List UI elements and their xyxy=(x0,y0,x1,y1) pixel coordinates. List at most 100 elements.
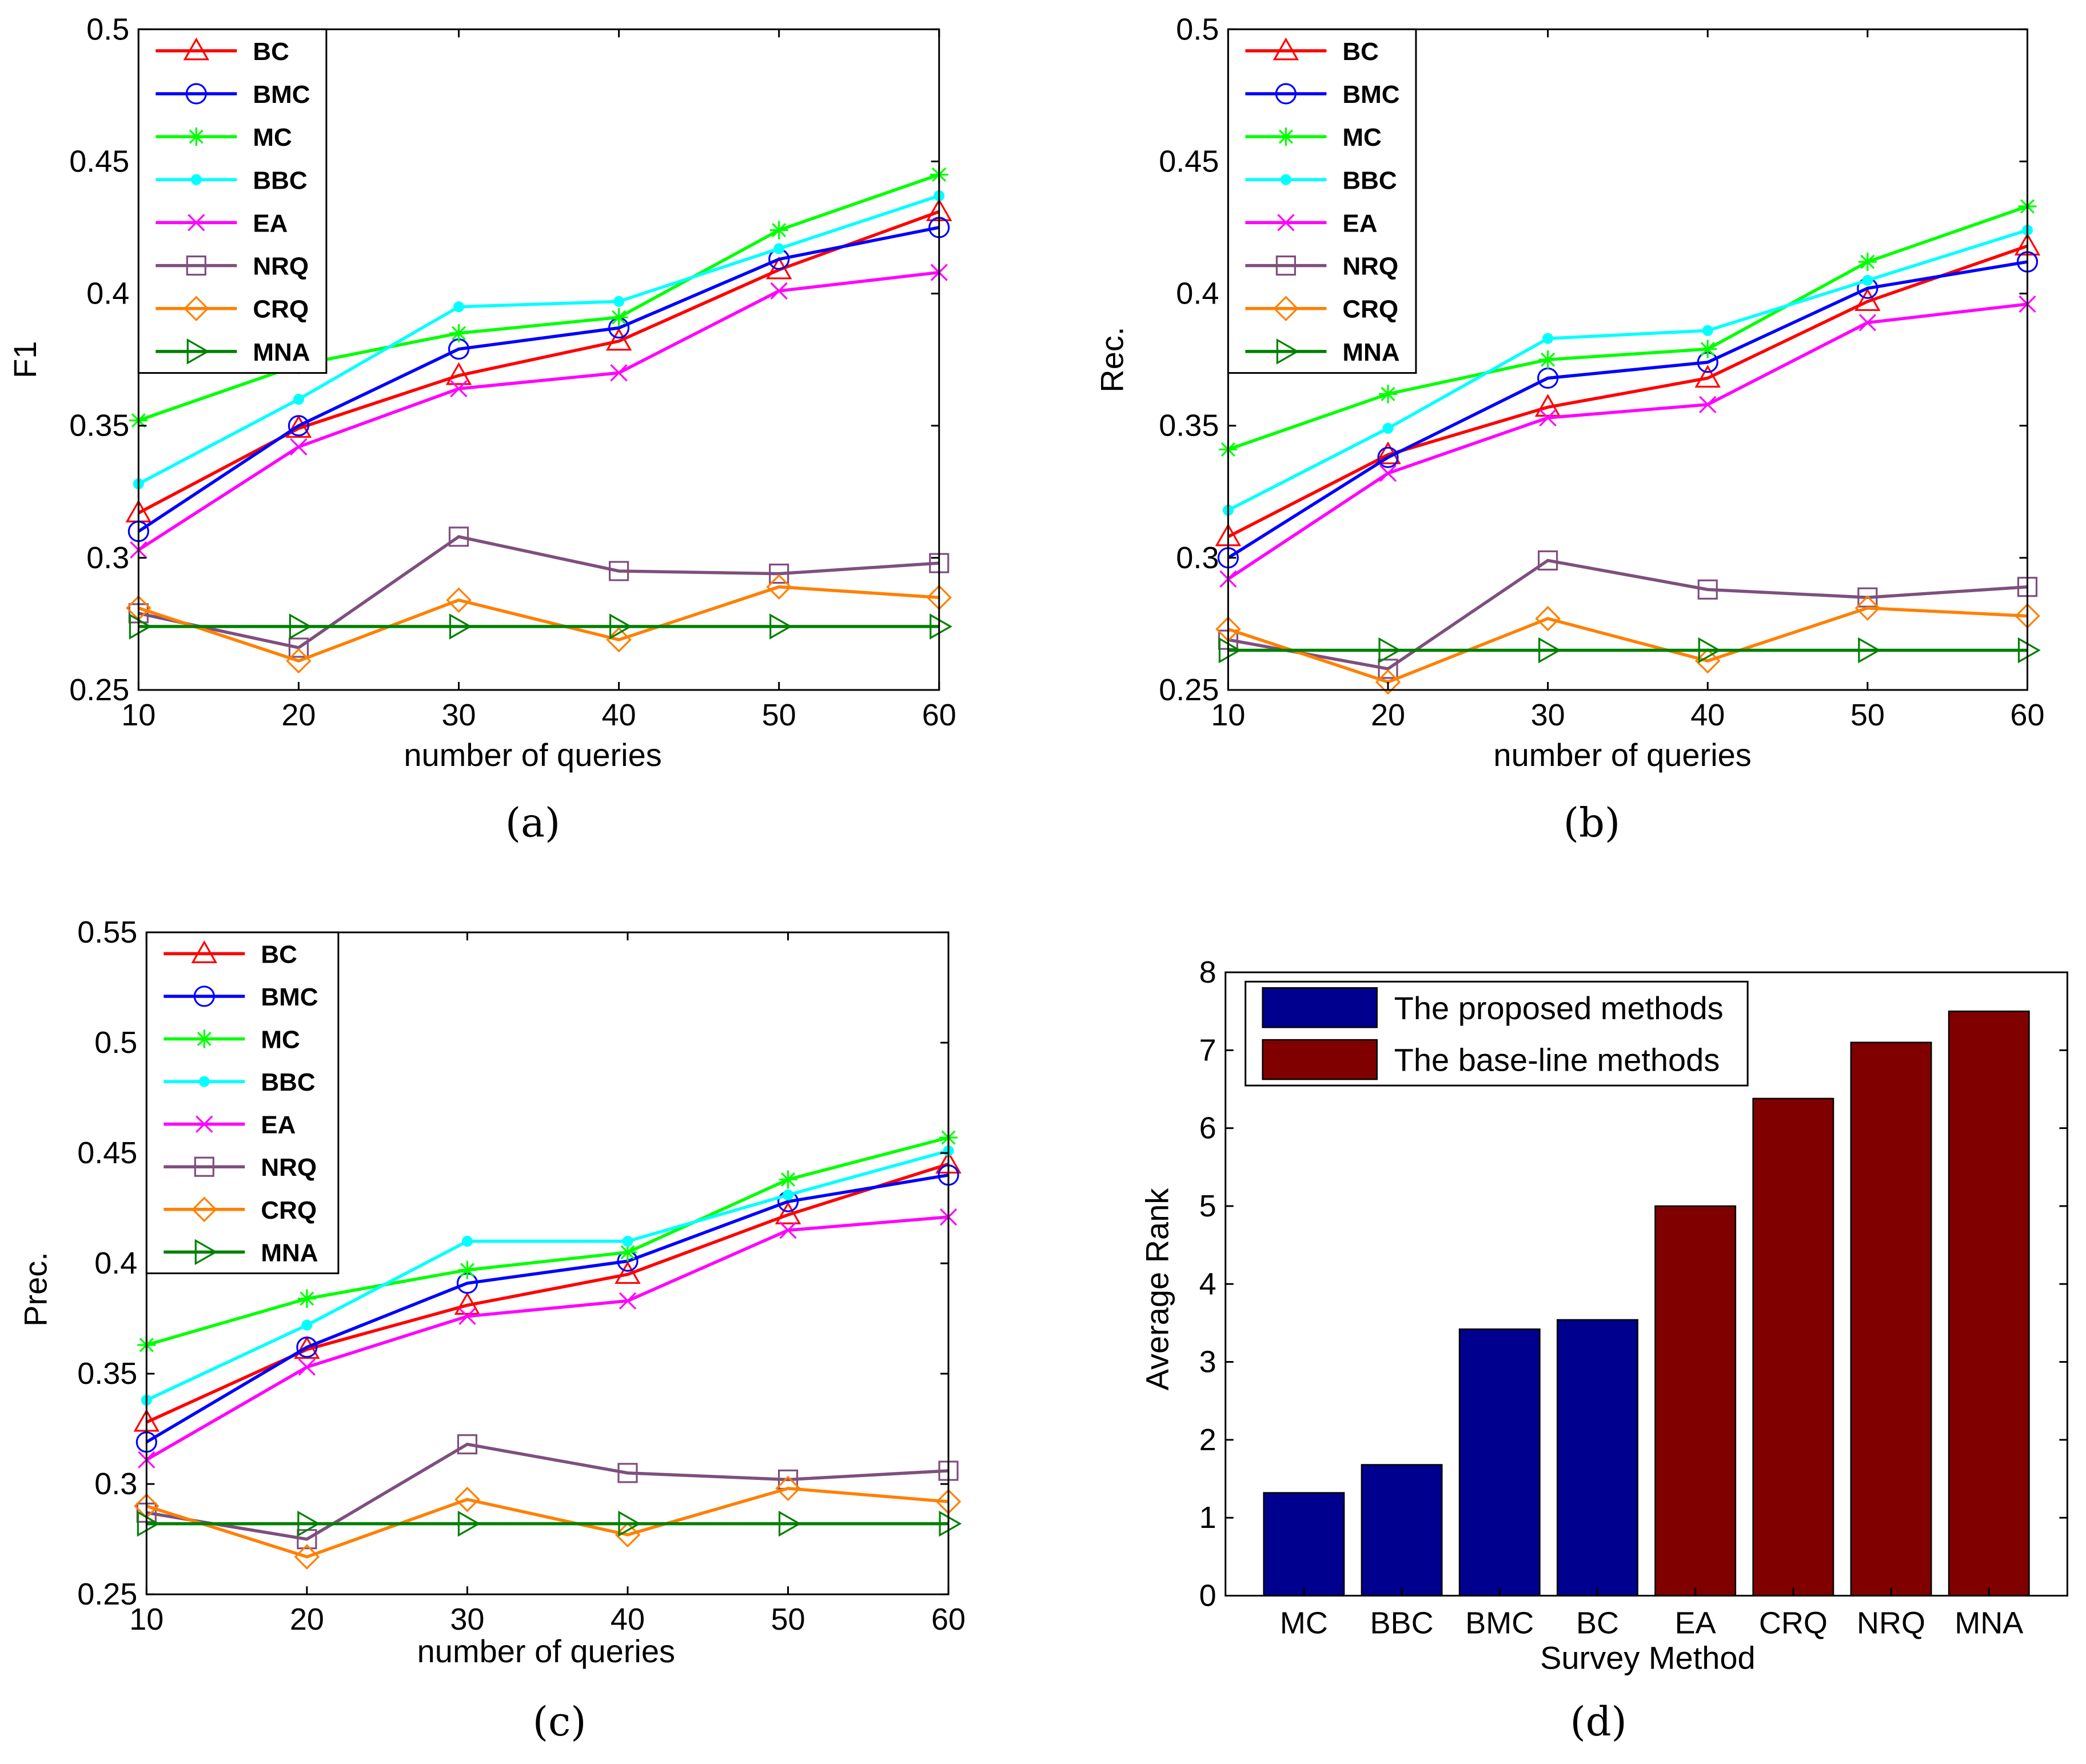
y-tick-label: 0.25 xyxy=(69,673,129,707)
data-point xyxy=(1698,637,1721,664)
legend-label: BBC xyxy=(261,1068,315,1096)
data-point xyxy=(2017,637,2041,664)
data-point xyxy=(775,1475,801,1502)
data-point xyxy=(137,1510,160,1537)
legend-item: BC xyxy=(163,940,297,968)
x-tick-label: 60 xyxy=(931,1602,966,1637)
legend: BC BMC MC BBC EA NRQ CRQ MNA xyxy=(1227,28,1417,374)
legend-item: CRQ xyxy=(163,1196,317,1224)
data-point xyxy=(449,613,472,640)
series-crq xyxy=(1215,595,2040,695)
series-mc xyxy=(137,1128,958,1354)
legend-item: MNA xyxy=(163,1239,318,1267)
y-tick-label: 0.4 xyxy=(94,1246,137,1280)
data-point xyxy=(1377,446,1399,468)
series-line xyxy=(1227,205,2028,451)
y-tick-label: 6 xyxy=(1199,1111,1216,1146)
legend-item: BBC xyxy=(1245,166,1397,194)
data-point xyxy=(1694,365,1721,388)
y-tick-label: 0.45 xyxy=(69,144,129,178)
legend-marker xyxy=(186,338,210,365)
legend-item: MNA xyxy=(155,338,310,366)
y-tick-label: 0.25 xyxy=(1159,673,1219,707)
data-point xyxy=(615,1261,641,1284)
y-tick-label: 0.35 xyxy=(69,409,129,443)
legend-label: BC xyxy=(1342,38,1379,66)
legend-label: CRQ xyxy=(261,1196,317,1224)
data-point xyxy=(766,574,792,600)
legend-marker xyxy=(183,37,210,61)
data-point xyxy=(930,613,952,640)
series-line xyxy=(146,1149,949,1402)
data-point xyxy=(1862,274,1873,286)
x-axis-label: number of queries xyxy=(417,1633,675,1669)
chart-panel-a: 0.25 0.3 0.35 0.4 0.45 0.5 10 20 30 40 50 60 BC BMC M… xyxy=(7,12,956,846)
legend-item: MNA xyxy=(1245,338,1400,366)
y-tick-label: 0.5 xyxy=(94,1025,137,1060)
x-axis-label: Survey Method xyxy=(1540,1640,1756,1676)
bar-mc xyxy=(1263,1492,1345,1597)
data-point xyxy=(294,1336,320,1359)
data-point xyxy=(779,1222,797,1239)
legend-box xyxy=(137,28,328,374)
legend-label: NRQ xyxy=(1342,253,1398,281)
panel-caption: (a) xyxy=(505,799,560,846)
x-tick-label: 50 xyxy=(771,1602,805,1637)
data-point xyxy=(773,243,785,254)
series-ea xyxy=(130,264,948,559)
legend-label: BMC xyxy=(261,983,318,1011)
series-bbc xyxy=(133,190,945,489)
legend-marker xyxy=(194,1239,218,1266)
legend-label: BC xyxy=(261,940,297,968)
data-point xyxy=(609,308,628,327)
data-point xyxy=(454,1292,481,1315)
data-point xyxy=(1698,340,1717,358)
x-tick-label: 50 xyxy=(1850,698,1885,732)
panel-caption: (b) xyxy=(1563,799,1620,846)
x-tick-label: 50 xyxy=(762,698,796,732)
legend-marker xyxy=(191,940,218,963)
legend-box xyxy=(145,931,340,1275)
legend-swatch xyxy=(1262,987,1378,1028)
data-point xyxy=(1379,464,1397,482)
y-tick-label: 0.35 xyxy=(1159,409,1219,443)
series-line xyxy=(138,194,940,485)
data-point xyxy=(449,324,468,342)
data-point xyxy=(1382,422,1394,434)
data-point xyxy=(609,613,632,640)
legend: The proposed methods The base-line method… xyxy=(1245,980,1749,1087)
bar-bc xyxy=(1557,1319,1638,1597)
series-line xyxy=(137,270,940,552)
data-point xyxy=(775,1201,801,1224)
data-point xyxy=(1534,394,1561,417)
data-point xyxy=(617,1463,638,1483)
legend-item: BMC xyxy=(1245,81,1400,109)
legend-label: BMC xyxy=(253,81,310,109)
chart-panel-b: 0.25 0.3 0.35 0.4 0.45 0.5 10 20 30 40 50 60 BC BMC M… xyxy=(1094,12,2044,846)
legend-marker xyxy=(188,214,205,232)
legend-label: BMC xyxy=(1342,81,1399,109)
legend-marker xyxy=(1277,214,1295,232)
data-point xyxy=(769,564,789,584)
data-point xyxy=(298,1358,316,1376)
legend-label: MC xyxy=(1342,123,1381,151)
series-mna xyxy=(1218,637,2041,664)
data-point xyxy=(610,364,628,382)
data-point xyxy=(457,1510,481,1537)
x-axis-label: number of queries xyxy=(404,737,661,773)
x-tick-label: MC xyxy=(1280,1606,1328,1641)
data-point xyxy=(1218,637,1242,664)
legend-marker xyxy=(193,985,215,1007)
bar-bbc xyxy=(1361,1464,1443,1597)
legend-marker xyxy=(1275,83,1297,105)
data-point xyxy=(1702,325,1713,336)
bar-nrq xyxy=(1850,1041,1932,1597)
legend-label: CRQ xyxy=(1342,296,1398,324)
legend-item: NRQ xyxy=(163,1154,317,1182)
data-point xyxy=(288,415,310,437)
y-tick-label: 0.3 xyxy=(94,1467,137,1501)
data-point xyxy=(1538,550,1558,571)
x-tick-label: 40 xyxy=(611,1602,645,1637)
data-point xyxy=(613,296,625,307)
